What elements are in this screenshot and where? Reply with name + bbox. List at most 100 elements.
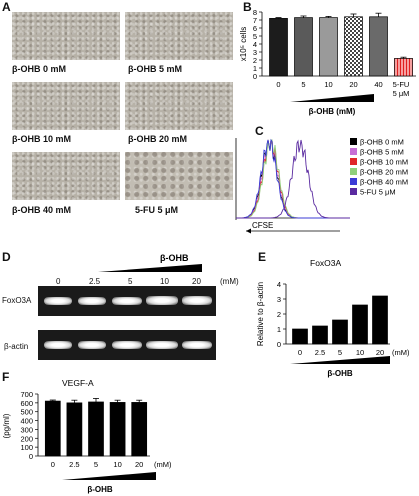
gel-unit: (mM) <box>220 277 239 286</box>
caption-ohb-20: β-OHB 20 mM <box>128 134 188 144</box>
B-bar-0 <box>269 18 288 77</box>
F-xtick-label-0: 0 <box>51 460 55 469</box>
F-xtick-label-1: 2.5 <box>69 460 79 469</box>
B-xtick-label-0: 0 <box>276 80 280 89</box>
B-ytick-label: 6 <box>253 24 257 33</box>
histogram-axes <box>235 138 350 234</box>
B-bar-5 <box>394 58 413 77</box>
B-ytick-label: 0 <box>253 72 257 81</box>
legend-swatch-1 <box>350 148 357 155</box>
micrograph-ohb-40 <box>12 152 120 200</box>
ohb-header-label: β-OHB <box>160 253 189 263</box>
F-ytick-label: 400 <box>20 417 33 426</box>
f-gradient-wedge <box>62 472 156 480</box>
E-bar-1 <box>312 325 328 345</box>
f-title: VEGF-A <box>62 378 94 388</box>
f-xlabel: β-OHB <box>87 485 113 494</box>
histogram-legend: β-OHB 0 mMβ-OHB 5 mMβ-OHB 10 mMβ-OHB 20 … <box>350 138 408 197</box>
gel-conc-0: 0 <box>56 277 61 286</box>
B-ytick-label: 2 <box>253 56 257 65</box>
F-ytick-label: 500 <box>20 408 33 417</box>
B-bar-4 <box>369 16 388 77</box>
E-xtick-label-3: 10 <box>356 348 364 357</box>
gel-foxo3a <box>38 286 216 316</box>
gel-row-actin-label: β-actin <box>4 342 29 351</box>
F-bar-3 <box>109 402 126 457</box>
legend-swatch-2 <box>350 158 357 165</box>
band-actin-0 <box>44 341 72 349</box>
legend-swatch-4 <box>350 178 357 185</box>
legend-swatch-3 <box>350 168 357 175</box>
micrograph-ohb-20 <box>125 82 233 130</box>
E-bar-0 <box>292 328 308 345</box>
legend-label-5: 5-FU 5 μM <box>360 188 396 197</box>
B-ytick-label: 5 <box>253 32 257 41</box>
panel-label-e: E <box>258 250 267 264</box>
legend-label-2: β-OHB 10 mM <box>360 158 408 167</box>
B-xtick-label-1: 5 <box>301 80 305 89</box>
cfse-label: CFSE <box>252 221 273 230</box>
legend-label-0: β-OHB 0 mM <box>360 138 404 147</box>
F-ytick-label: 0 <box>29 452 33 461</box>
ohb-gradient-header: β-OHB <box>98 253 202 272</box>
B-ytick-label: 4 <box>253 40 257 49</box>
b-xlabel: β-OHB (mM) <box>309 107 356 116</box>
band-foxo3a-2-5 <box>78 297 106 305</box>
caption-ohb-10: β-OHB 10 mM <box>12 134 72 144</box>
gel-conc-2-5: 2.5 <box>89 277 101 286</box>
E-bar-3 <box>352 304 368 345</box>
B-bar-1 <box>294 17 313 77</box>
chart-e-foxo3a: 0 1 2 3 4 0 2.5 5 10 20 FoxO3A Relative to β-actin (… <box>256 258 410 378</box>
gel-conc-10: 10 <box>160 277 169 286</box>
gel-conc-5: 5 <box>128 277 133 286</box>
band-actin-2-5 <box>78 341 106 349</box>
hist-curve-0 <box>236 139 350 219</box>
caption-ohb-5: β-OHB 5 mM <box>128 64 182 74</box>
f-ylabel: (pg/ml) <box>2 413 11 438</box>
E-ytick-label: 0 <box>277 340 281 349</box>
hist-curve-3 <box>236 139 350 219</box>
B-ytick-label: 8 <box>253 8 257 17</box>
E-ytick-label: 2 <box>277 310 281 319</box>
B-ytick-label: 3 <box>253 48 257 57</box>
legend-swatch-5 <box>350 188 357 195</box>
e-unit: (mM) <box>392 348 410 357</box>
gel-row-foxo3a-label: FoxO3A <box>2 296 32 305</box>
ohb-gradient-wedge <box>98 264 202 272</box>
gel-conc-20: 20 <box>192 277 201 286</box>
F-ytick-label: 600 <box>20 399 33 408</box>
B-bar-3 <box>344 16 363 77</box>
F-bar-0 <box>44 400 61 457</box>
cfse-arrow-head <box>246 228 251 234</box>
micrograph-ohb-10 <box>12 82 120 130</box>
E-ytick-label: 3 <box>277 295 281 304</box>
B-bar-2 <box>319 17 338 77</box>
gel-actin <box>38 330 216 360</box>
E-xtick-label-4: 20 <box>376 348 384 357</box>
hist-curve-5 <box>236 139 350 219</box>
panel-label-d: D <box>2 250 11 264</box>
legend-label-4: β-OHB 40 mM <box>360 178 408 187</box>
band-foxo3a-20 <box>182 296 212 305</box>
F-ytick-label: 100 <box>20 443 33 452</box>
micrograph-ohb-0 <box>12 12 120 60</box>
band-actin-5 <box>112 341 142 349</box>
hist-curve-2 <box>236 139 350 219</box>
caption-5fu: 5-FU 5 μM <box>135 205 179 215</box>
E-ytick-label: 1 <box>277 325 281 334</box>
b-5fu-label-1: 5-FU <box>393 80 410 89</box>
panel-label-b: B <box>243 0 252 14</box>
E-xtick-label-2: 5 <box>338 348 342 357</box>
band-actin-10 <box>146 341 178 349</box>
b-ylabel: x10⁵ cells <box>240 27 248 61</box>
b-5fu-label-2: 5 μM <box>393 89 410 98</box>
E-ytick-label: 4 <box>277 280 281 289</box>
band-foxo3a-0 <box>44 297 72 305</box>
legend-label-1: β-OHB 5 mM <box>360 148 404 157</box>
hist-curve-4 <box>236 138 350 219</box>
B-xtick-label-3: 20 <box>349 80 357 89</box>
F-bar-4 <box>131 402 148 457</box>
F-ytick-label: 200 <box>20 434 33 443</box>
F-xtick-label-2: 5 <box>94 460 98 469</box>
